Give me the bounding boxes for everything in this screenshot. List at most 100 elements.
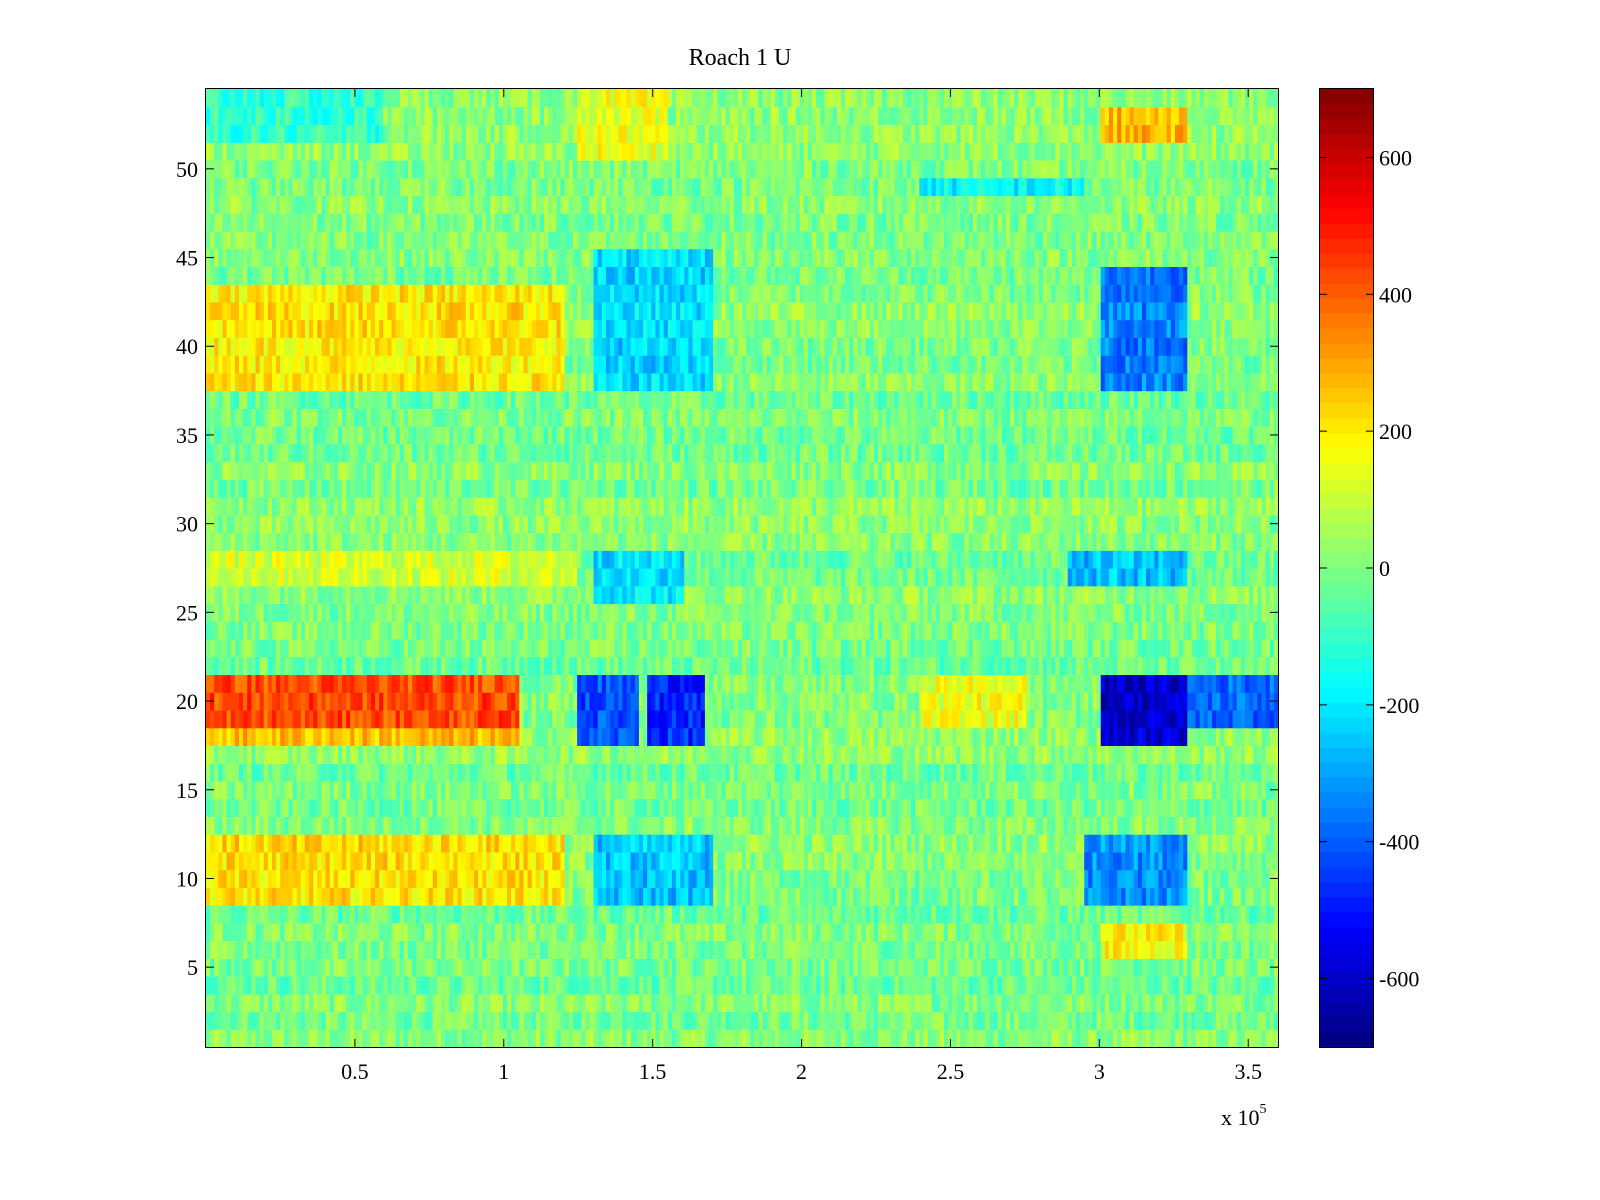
heatmap-cell — [1203, 958, 1209, 977]
heatmap-cell — [416, 745, 421, 764]
heatmap-cell — [206, 922, 211, 942]
heatmap-cell — [259, 798, 265, 817]
heatmap-cell — [770, 745, 776, 764]
heatmap-cell — [845, 780, 850, 800]
heatmap-cell — [1125, 1029, 1131, 1048]
heatmap-cell — [1108, 869, 1114, 888]
heatmap-cell — [1104, 940, 1110, 959]
heatmap-cell — [387, 993, 393, 1013]
heatmap-cell — [1224, 851, 1230, 871]
heatmap-cell — [403, 816, 409, 835]
heatmap-cell — [309, 976, 314, 995]
heatmap-cell — [638, 1011, 644, 1030]
heatmap-cell — [1191, 780, 1197, 800]
heatmap-cell — [857, 1011, 863, 1030]
heatmap-cell — [358, 834, 364, 853]
heatmap-cell — [1071, 869, 1077, 888]
heatmap-cell — [783, 709, 788, 729]
heatmap-cell — [403, 1029, 409, 1048]
heatmap-cell — [238, 922, 244, 942]
heatmap-cell — [721, 727, 727, 747]
heatmap-cell — [1174, 869, 1180, 888]
heatmap-cell — [354, 816, 360, 835]
heatmap-cell — [911, 922, 916, 942]
heatmap-cell — [445, 887, 450, 906]
heatmap-cell — [601, 993, 607, 1013]
heatmap-cell — [271, 940, 277, 959]
heatmap-cell — [1133, 958, 1139, 977]
heatmap-cell — [704, 763, 710, 782]
heatmap-cell — [729, 798, 735, 817]
heatmap-cell — [766, 1011, 772, 1030]
heatmap-cell — [865, 798, 871, 817]
heatmap-cell — [1014, 1029, 1019, 1048]
heatmap-cell — [1166, 780, 1172, 800]
heatmap-cell — [251, 709, 257, 729]
heatmap-cell — [593, 727, 599, 747]
heatmap-cell — [671, 869, 677, 888]
heatmap-cell — [515, 798, 520, 817]
heatmap-cell — [1063, 834, 1069, 853]
heatmap-cell — [1096, 1011, 1102, 1030]
heatmap-cell — [1075, 834, 1081, 853]
heatmap-cell — [993, 869, 999, 888]
heatmap-cell — [511, 709, 516, 729]
heatmap-cell — [667, 993, 673, 1013]
heatmap-cell — [1207, 976, 1213, 995]
heatmap-cell — [1207, 834, 1213, 853]
heatmap-cell — [861, 1029, 867, 1048]
heatmap-cell — [626, 834, 632, 853]
heatmap-cell — [432, 709, 438, 729]
heatmap-cell — [845, 727, 850, 747]
heatmap-cell — [560, 940, 566, 959]
heatmap-cell — [985, 727, 990, 747]
heatmap-cell — [375, 1011, 380, 1030]
heatmap-cell — [853, 887, 859, 906]
heatmap-cell — [861, 745, 867, 764]
heatmap-cell — [564, 940, 570, 959]
heatmap-cell — [577, 940, 582, 959]
heatmap-cell — [972, 851, 978, 871]
heatmap-cell — [787, 709, 793, 729]
heatmap-cell — [733, 922, 739, 942]
heatmap-cell — [1154, 993, 1160, 1013]
heatmap-cell — [993, 851, 999, 871]
heatmap-cell — [774, 905, 780, 924]
heatmap-cell — [238, 851, 244, 871]
heatmap-cell — [1001, 851, 1007, 871]
heatmap-cell — [436, 692, 442, 711]
heatmap-cell — [572, 727, 578, 747]
heatmap-cell — [651, 727, 657, 747]
heatmap-cell — [490, 816, 496, 835]
heatmap-cell — [597, 851, 603, 871]
heatmap-cell — [1010, 922, 1015, 942]
heatmap-cell — [255, 887, 261, 906]
heatmap-cell — [1104, 851, 1110, 871]
heatmap-cell — [1141, 993, 1147, 1013]
heatmap-cell — [1150, 869, 1155, 888]
heatmap-cell — [733, 976, 739, 995]
heatmap-cell — [919, 922, 925, 942]
heatmap-cell — [1042, 709, 1048, 729]
heatmap-cell — [766, 976, 772, 995]
heatmap-cell — [704, 940, 710, 959]
heatmap-cell — [845, 851, 850, 871]
heatmap-cell — [498, 940, 504, 959]
heatmap-cell — [1084, 922, 1089, 942]
heatmap-cell — [375, 887, 380, 906]
heatmap-cell — [255, 922, 261, 942]
heatmap-cell — [849, 976, 854, 995]
heatmap-cell — [845, 958, 850, 977]
heatmap-cell — [812, 851, 817, 871]
heatmap-cell — [968, 816, 974, 835]
heatmap-cell — [346, 798, 351, 817]
heatmap-cell — [238, 834, 244, 853]
heatmap-cell — [729, 905, 735, 924]
heatmap-cell — [1100, 869, 1106, 888]
heatmap-cell — [774, 940, 780, 959]
heatmap-cell — [820, 976, 826, 995]
heatmap-cell — [799, 745, 805, 764]
heatmap-cell — [997, 798, 1003, 817]
heatmap-cell — [948, 887, 953, 906]
heatmap-cell — [230, 1011, 236, 1030]
